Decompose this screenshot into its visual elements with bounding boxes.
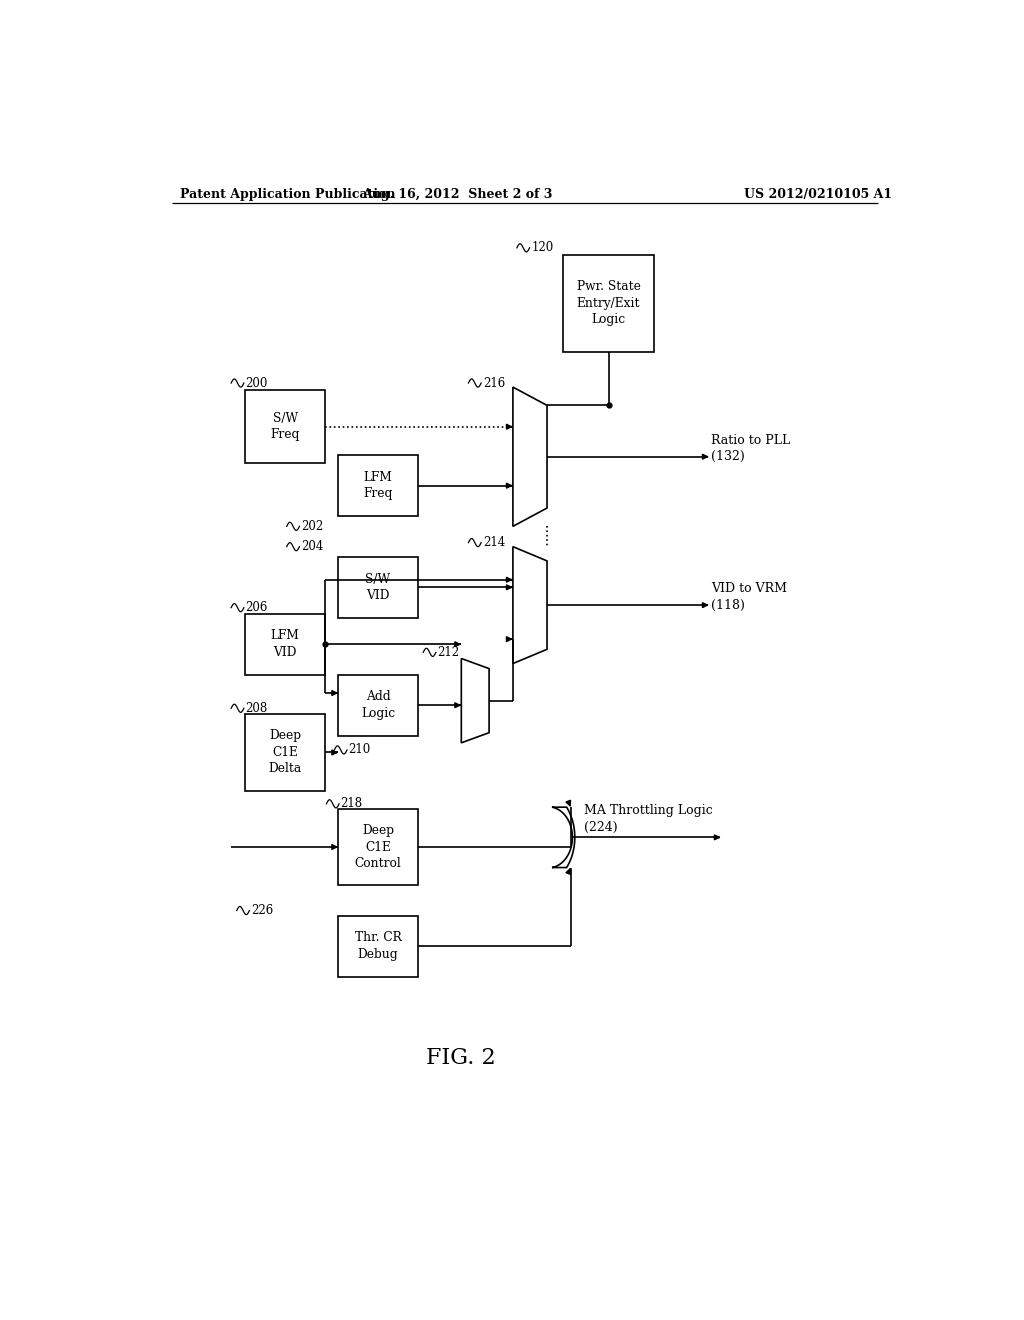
Text: 200: 200 — [246, 376, 268, 389]
Bar — [246, 391, 325, 463]
Text: S/W
VID: S/W VID — [366, 573, 390, 602]
Text: Ratio to PLL
(132): Ratio to PLL (132) — [712, 434, 791, 463]
Text: 202: 202 — [301, 520, 324, 533]
Text: FIG. 2: FIG. 2 — [427, 1047, 496, 1069]
Bar — [338, 916, 418, 977]
Text: 212: 212 — [437, 645, 460, 659]
Text: Deep
C1E
Delta: Deep C1E Delta — [268, 730, 302, 775]
Text: 218: 218 — [341, 797, 362, 810]
Bar — [246, 614, 325, 675]
Text: 206: 206 — [246, 601, 268, 614]
Bar — [338, 557, 418, 618]
Bar — [338, 675, 418, 735]
Bar — [246, 714, 325, 791]
Text: 120: 120 — [531, 242, 553, 255]
Text: 214: 214 — [482, 536, 505, 549]
Text: LFM
VID: LFM VID — [270, 630, 300, 659]
Text: Thr. CR
Debug: Thr. CR Debug — [354, 932, 401, 961]
Text: 208: 208 — [246, 702, 267, 714]
Text: 216: 216 — [482, 376, 505, 389]
Text: MA Throttling Logic
(224): MA Throttling Logic (224) — [585, 804, 713, 834]
Text: Pwr. State
Entry/Exit
Logic: Pwr. State Entry/Exit Logic — [577, 280, 640, 326]
Text: Add
Logic: Add Logic — [360, 690, 395, 719]
Text: 204: 204 — [301, 540, 324, 553]
Text: Patent Application Publication: Patent Application Publication — [179, 189, 395, 202]
Text: VID to VRM
(118): VID to VRM (118) — [712, 582, 787, 611]
Text: US 2012/0210105 A1: US 2012/0210105 A1 — [744, 189, 893, 202]
Text: Aug. 16, 2012  Sheet 2 of 3: Aug. 16, 2012 Sheet 2 of 3 — [362, 189, 553, 202]
Text: 210: 210 — [348, 743, 371, 756]
Text: LFM
Freq: LFM Freq — [364, 471, 392, 500]
Text: 226: 226 — [251, 904, 273, 917]
Bar — [338, 455, 418, 516]
Text: S/W
Freq: S/W Freq — [270, 412, 300, 441]
Text: Deep
C1E
Control: Deep C1E Control — [354, 824, 401, 870]
Bar — [338, 809, 418, 886]
Bar — [563, 255, 654, 351]
